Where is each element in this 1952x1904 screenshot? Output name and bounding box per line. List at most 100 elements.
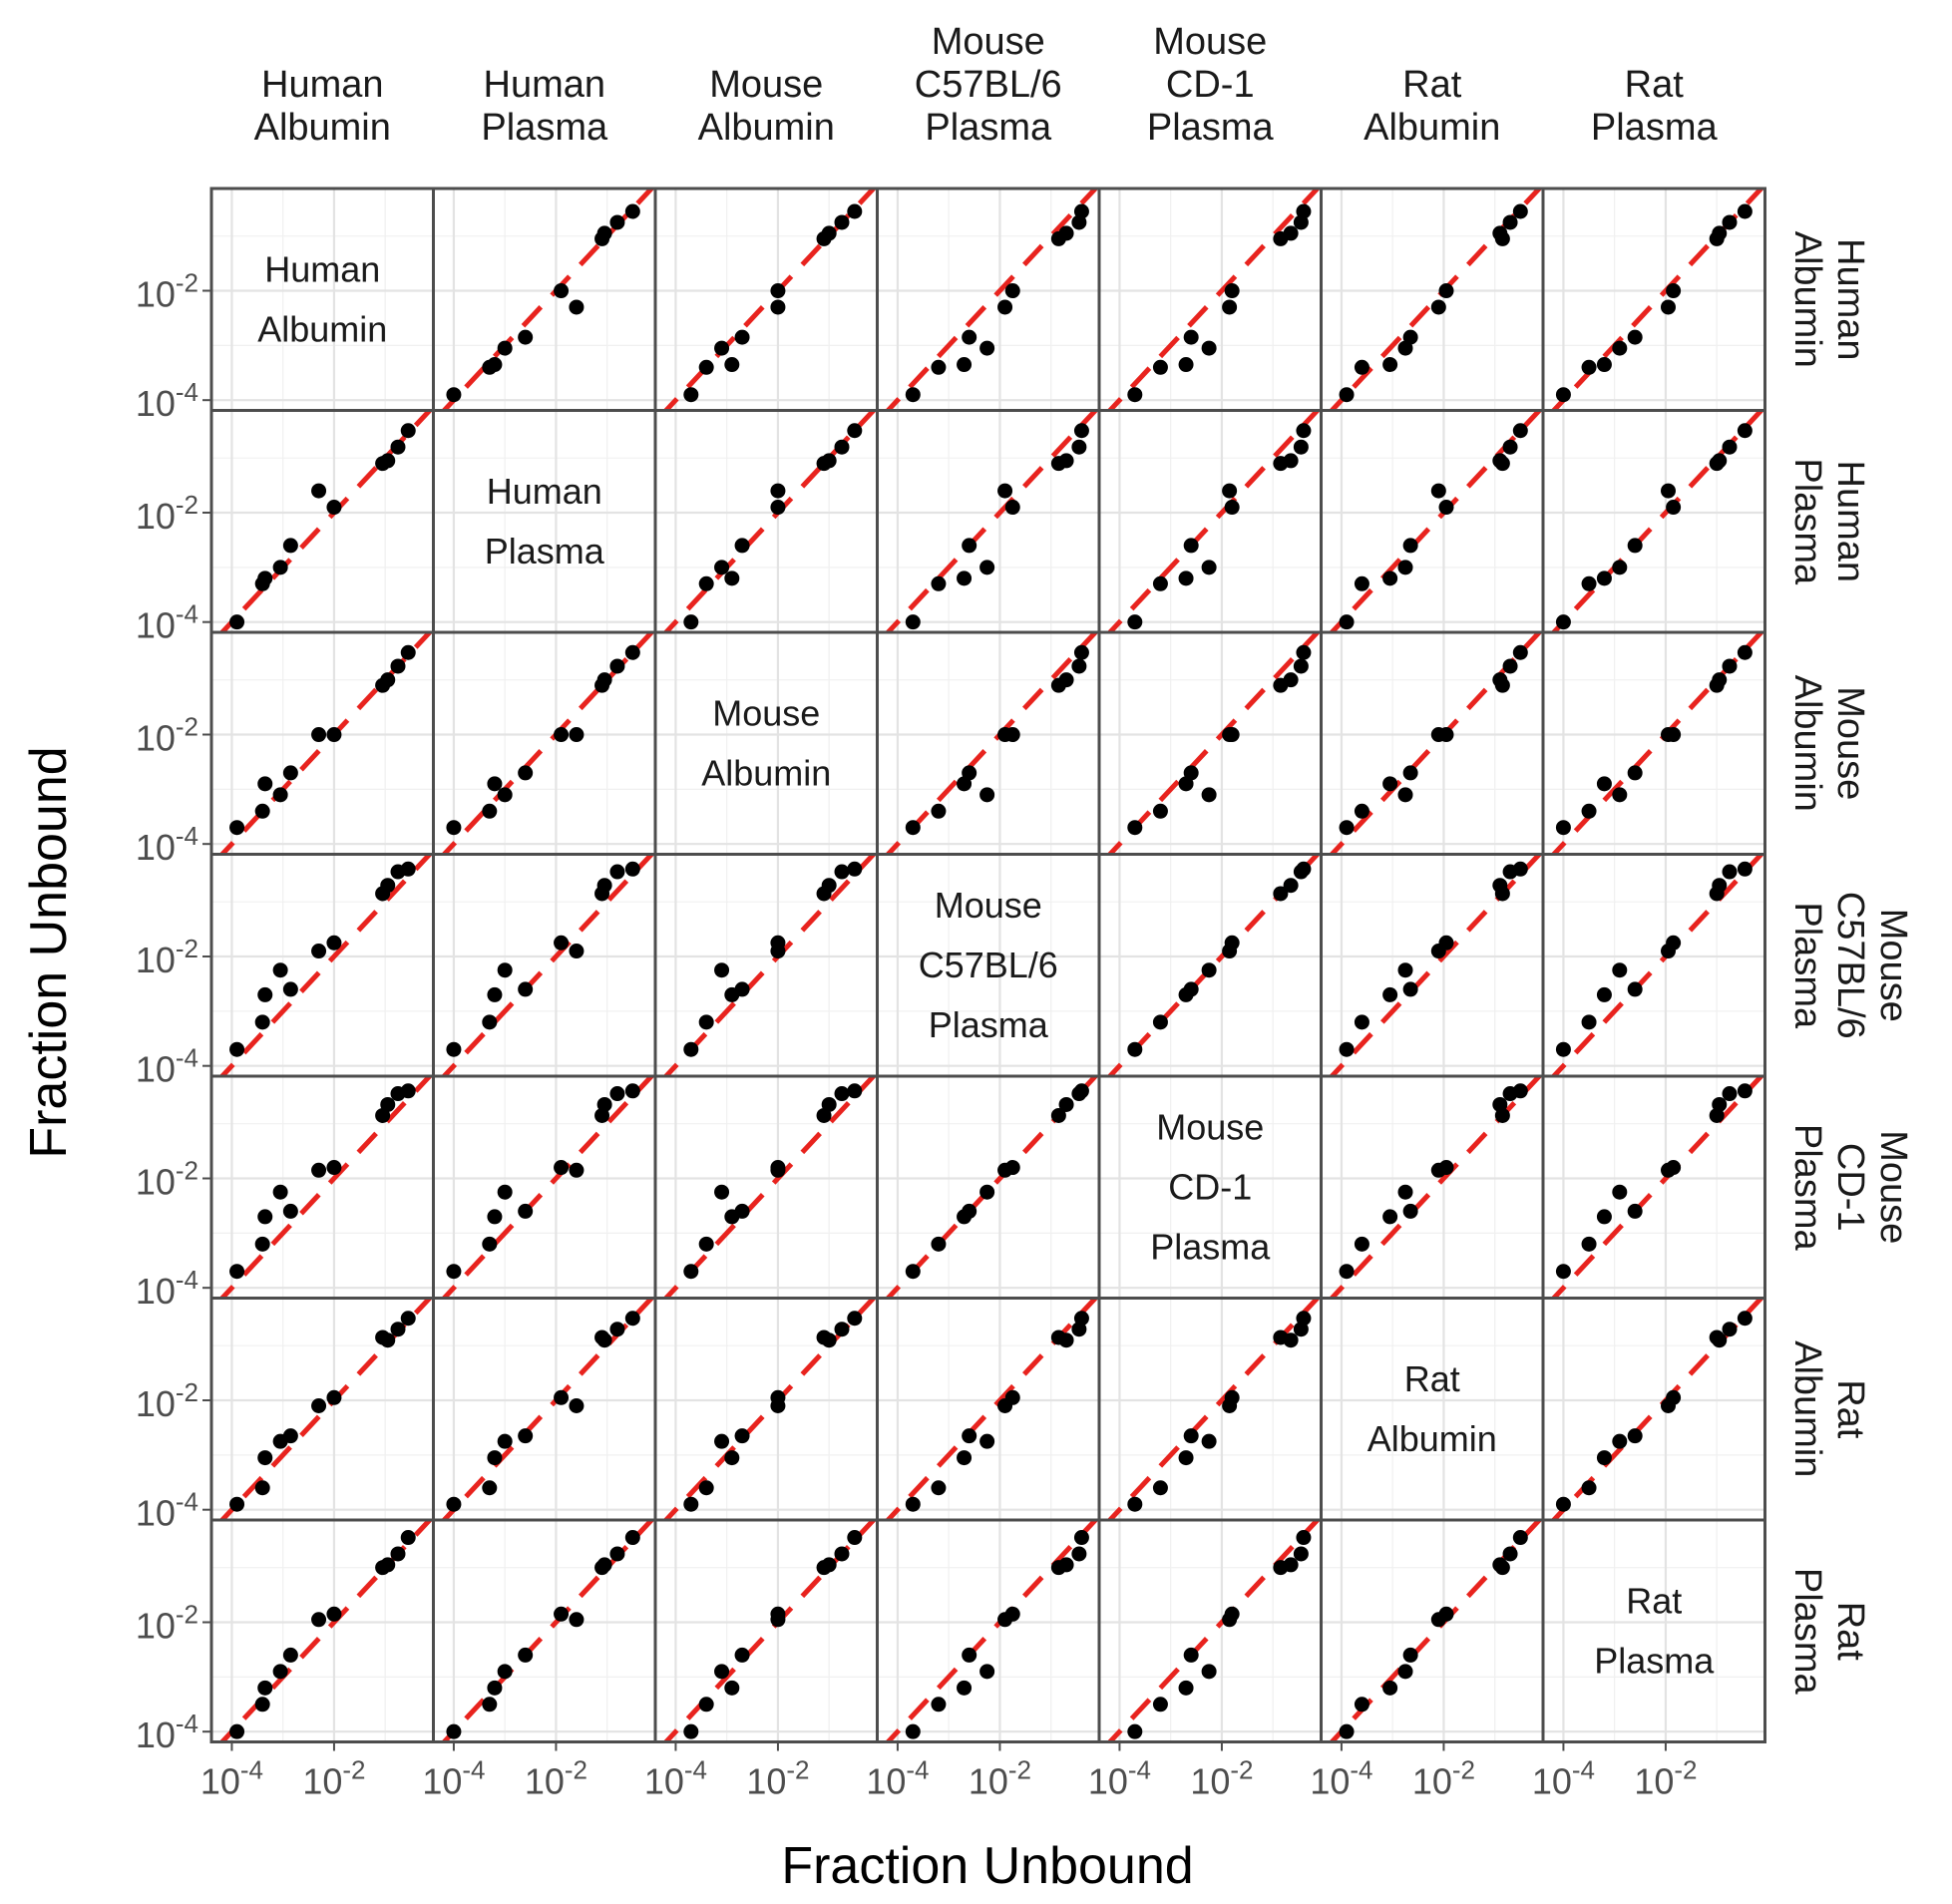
data-point [698, 1014, 714, 1030]
data-point [1222, 944, 1238, 959]
panel-plot [1106, 854, 1322, 1076]
panel-grid [655, 189, 878, 411]
data-point [1283, 878, 1299, 894]
data-point [847, 203, 863, 219]
data-point [518, 1428, 534, 1444]
data-point [282, 1428, 298, 1444]
data-point [821, 878, 837, 894]
data-point [1502, 214, 1518, 230]
data-point [1283, 1557, 1299, 1573]
column-strip-label: Albumin [1364, 107, 1500, 149]
identity-line [218, 1298, 434, 1520]
data-point [380, 1333, 396, 1348]
panel-r4-c3 [876, 1074, 1101, 1300]
panel-plot [1328, 1076, 1543, 1299]
data-point [1596, 776, 1612, 792]
column-strip-label: Rat [1625, 64, 1685, 106]
data-point [1058, 1333, 1074, 1348]
data-point [311, 1162, 327, 1178]
data-point [957, 357, 973, 373]
data-point [400, 1530, 416, 1546]
data-point [1737, 1083, 1753, 1099]
data-point [400, 861, 416, 877]
data-point [1722, 439, 1738, 455]
data-point [554, 283, 570, 299]
data-point [1073, 1530, 1089, 1546]
identity-line [662, 1076, 878, 1299]
panel-grid [433, 410, 655, 632]
data-point [569, 1162, 585, 1178]
data-point [1058, 225, 1074, 241]
identity-line [1328, 632, 1543, 855]
data-point [931, 1480, 947, 1496]
data-point [1612, 560, 1628, 575]
column-strip-label: Plasma [925, 107, 1052, 149]
data-point [931, 1236, 947, 1252]
data-point [834, 439, 850, 455]
data-point [1555, 1496, 1571, 1512]
data-point [1339, 820, 1355, 836]
data-point [683, 387, 699, 403]
data-point [272, 560, 288, 575]
data-point [257, 1450, 273, 1466]
panel-r5-c5: Rat Albumin [1320, 1297, 1545, 1522]
data-point [1071, 658, 1087, 674]
data-point [698, 1236, 714, 1252]
data-point [1402, 1203, 1418, 1219]
data-point [1183, 538, 1199, 554]
data-point [1722, 214, 1738, 230]
data-point [1222, 1612, 1238, 1628]
data-point [1073, 423, 1089, 439]
data-point [1512, 423, 1528, 439]
identity-line [440, 1520, 655, 1742]
data-point [311, 483, 327, 499]
data-point [1201, 787, 1217, 803]
data-point [1178, 571, 1194, 586]
panel-grid [1543, 189, 1765, 411]
data-point [834, 1546, 850, 1562]
panel-r2-c0 [209, 630, 435, 856]
tick-label: 10-4 [866, 1755, 929, 1802]
identity-line [1328, 1520, 1543, 1742]
panel-plot [884, 1520, 1099, 1742]
identity-line [662, 1520, 878, 1742]
data-point [957, 571, 973, 586]
data-point [1596, 357, 1612, 373]
column-strip-label: Mouse [932, 21, 1045, 63]
panel-r1-c1: Human Plasma [432, 409, 657, 634]
data-point [311, 944, 327, 959]
diagonal-variable-label: Rat [1626, 1580, 1682, 1621]
row-strip-label: Human [1829, 461, 1871, 583]
column-strip-label: Human [484, 64, 606, 106]
panel-plot [218, 854, 434, 1076]
panel-grid [877, 1076, 1099, 1299]
tick-label: 10-4 [422, 1755, 485, 1802]
panel-r3-c5 [1320, 853, 1545, 1078]
data-point [596, 672, 612, 688]
data-point [1581, 359, 1597, 375]
panel-grid [1099, 1076, 1322, 1299]
data-point [1438, 283, 1454, 299]
data-point [1402, 538, 1418, 554]
tick-label: 10-4 [136, 599, 198, 646]
panel-background [211, 189, 434, 411]
diagonal-variable-label: Plasma [485, 531, 605, 571]
data-point [1581, 575, 1597, 591]
data-point [282, 1647, 298, 1663]
data-point [1354, 1014, 1369, 1030]
panel-r2-c2: Mouse Albumin [653, 630, 879, 856]
data-point [1178, 1450, 1194, 1466]
data-point [1397, 1184, 1413, 1200]
panel-r5-c0 [209, 1297, 435, 1522]
identity-line [440, 1076, 655, 1299]
data-point [1555, 820, 1571, 836]
diagonal-variable-label: Plasma [929, 1004, 1049, 1045]
data-point [609, 1546, 625, 1562]
tick-label: 10-2 [1190, 1755, 1253, 1802]
identity-line [884, 410, 1099, 632]
data-point [609, 1086, 625, 1102]
data-point [1283, 672, 1299, 688]
panel-r1-c5 [1320, 409, 1545, 634]
data-point [624, 1311, 640, 1327]
identity-line [1550, 854, 1765, 1076]
